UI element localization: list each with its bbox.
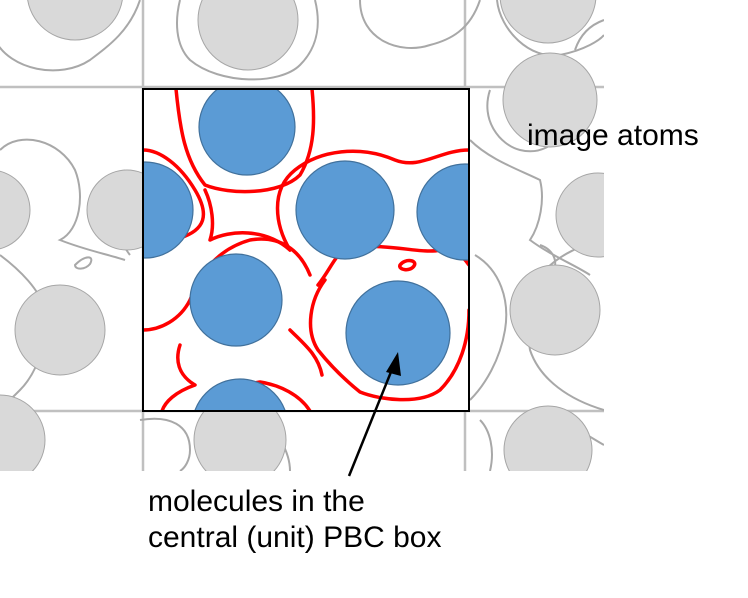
molecule: [189, 253, 283, 347]
molecules-label-line-2: central (unit) PBC box: [148, 521, 442, 554]
arrow-icon: [347, 352, 401, 477]
image-atoms: [0, 0, 604, 471]
central-box-contents: [143, 89, 469, 411]
image-atoms-label: image atoms: [527, 119, 699, 152]
central-pbc-box: [142, 88, 470, 412]
molecule: [143, 161, 194, 259]
molecule: [198, 89, 296, 176]
molecule: [295, 160, 395, 260]
central-box-border: [142, 88, 470, 412]
image-atoms-region: [0, 0, 604, 471]
molecules-label-line-1: molecules in the: [148, 485, 365, 518]
molecules-label: molecules in the central (unit) PBC box: [148, 484, 441, 556]
molecules: [143, 89, 469, 411]
molecule: [345, 280, 451, 386]
molecule: [194, 378, 286, 411]
molecule: [416, 163, 469, 261]
